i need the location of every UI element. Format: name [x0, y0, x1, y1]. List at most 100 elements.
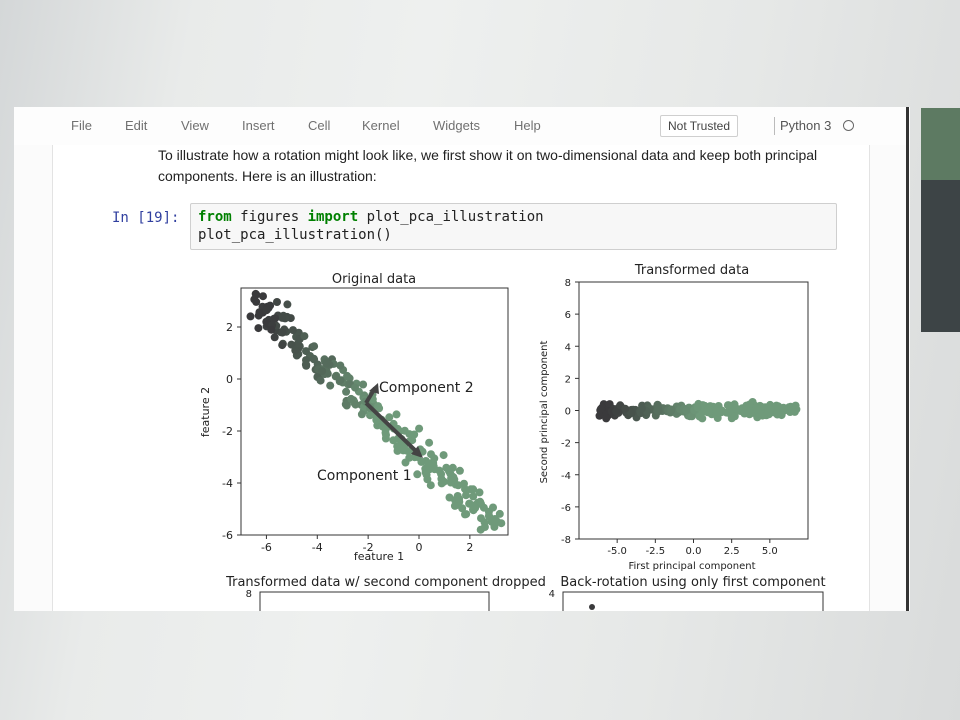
data-point: [425, 438, 434, 447]
data-point: [415, 424, 424, 433]
original-xticks: -6 -4 -2 0 2: [261, 535, 473, 554]
xtick-label: -5.0: [607, 546, 627, 557]
data-point: [378, 422, 387, 431]
data-point: [730, 412, 739, 421]
backrot-ytick: 4: [549, 589, 555, 600]
data-point: [790, 407, 799, 416]
data-point: [424, 459, 433, 468]
data-point: [462, 510, 471, 519]
xtick-label: -2.5: [646, 546, 666, 557]
data-point: [278, 313, 287, 322]
data-point: [602, 414, 611, 423]
background-window: [921, 108, 960, 332]
menu-cell[interactable]: Cell: [308, 118, 331, 133]
original-plot-frame: [240, 287, 509, 536]
data-point: [637, 404, 646, 413]
data-point: [485, 512, 494, 521]
data-point: [302, 347, 310, 356]
original-plot-title: Original data: [332, 272, 416, 287]
data-point: [450, 501, 459, 510]
transformed-points: [595, 398, 801, 423]
data-point: [291, 346, 300, 355]
menu-edit[interactable]: Edit: [125, 118, 148, 133]
data-point: [270, 333, 279, 342]
data-point: [359, 380, 368, 389]
backrot-plot-frame: [562, 591, 824, 611]
data-point: [343, 371, 352, 380]
data-point: [423, 475, 432, 484]
data-point: [357, 410, 366, 419]
data-point: [283, 300, 292, 309]
data-point: [439, 451, 448, 460]
data-point: [401, 458, 410, 467]
data-point: [254, 324, 263, 333]
data-point: [449, 473, 458, 482]
not-trusted-button[interactable]: Not Trusted: [660, 115, 738, 137]
data-point: [310, 342, 319, 351]
dropped-plot-title: Transformed data w/ second component dro…: [225, 575, 546, 590]
data-point: [477, 514, 485, 523]
data-point: [271, 314, 280, 323]
data-point: [262, 306, 271, 315]
menu-insert[interactable]: Insert: [242, 118, 275, 133]
data-point: [413, 470, 422, 479]
data-point: [300, 332, 309, 341]
data-point: [382, 431, 390, 439]
data-point: [489, 503, 497, 512]
data-point: [318, 367, 327, 376]
menu-view[interactable]: View: [181, 118, 209, 133]
ytick-label: 4: [565, 342, 571, 353]
menu-widgets[interactable]: Widgets: [433, 118, 480, 133]
transformed-plot-title: Transformed data: [634, 263, 749, 278]
transformed-ylabel: Second principal component: [539, 341, 550, 484]
data-point: [399, 446, 408, 455]
transformed-yticks: 8 6 4 2 0 -2 -4 -6 -8: [561, 278, 579, 546]
data-point: [437, 479, 446, 488]
ytick-label: -4: [222, 477, 233, 490]
transformed-xlabel: First principal component: [628, 561, 755, 572]
data-point: [772, 401, 781, 410]
ytick-label: -2: [561, 439, 571, 450]
xtick-label: -2: [363, 541, 374, 554]
data-point: [336, 376, 345, 385]
xtick-label: 0: [416, 541, 423, 554]
data-point: [336, 361, 345, 370]
data-point: [316, 376, 325, 385]
data-point: [351, 400, 360, 409]
data-point: [455, 466, 464, 475]
data-point: [375, 404, 384, 413]
ytick-label: 2: [226, 321, 233, 334]
data-point: [475, 488, 484, 497]
divider: [774, 117, 775, 135]
data-point: [682, 406, 691, 415]
menu-file[interactable]: File: [71, 118, 92, 133]
data-point: [278, 341, 287, 350]
ytick-label: -6: [222, 529, 233, 542]
menu-help[interactable]: Help: [514, 118, 541, 133]
data-point: [621, 404, 630, 413]
xtick-label: 5.0: [762, 546, 778, 557]
menu-kernel[interactable]: Kernel: [362, 118, 400, 133]
input-prompt: In [19]:: [112, 210, 180, 226]
code-cell[interactable]: from figures import plot_pca_illustratio…: [190, 203, 837, 250]
data-point: [469, 501, 478, 510]
ytick-label: -8: [561, 535, 571, 546]
data-point: [495, 509, 504, 518]
ytick-label: -4: [561, 471, 571, 482]
backrot-plot-title: Back-rotation using only first component: [560, 575, 825, 590]
kernel-name[interactable]: Python 3: [780, 118, 832, 133]
component-1-arrow: [364, 401, 421, 456]
ytick-label: -2: [222, 425, 233, 438]
code-line-2: plot_pca_illustration(): [198, 227, 392, 243]
data-point: [595, 411, 604, 420]
data-point: [322, 359, 331, 368]
data-point: [385, 413, 394, 422]
xtick-label: -6: [261, 541, 272, 554]
data-point: [246, 312, 255, 321]
data-point: [596, 405, 605, 414]
original-xlabel: feature 1: [354, 550, 404, 563]
ytick-label: 6: [565, 310, 571, 321]
data-point: [460, 479, 468, 488]
original-ylabel: feature 2: [199, 387, 212, 437]
data-point: [458, 504, 467, 513]
